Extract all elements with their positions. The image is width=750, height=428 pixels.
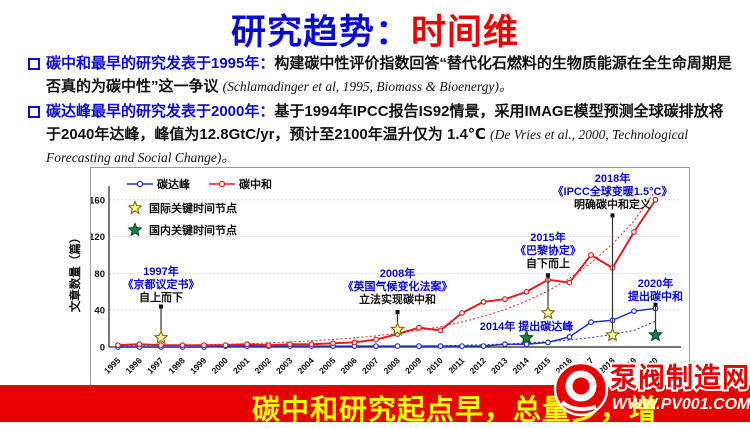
svg-text:《京都议定书》: 《京都议定书》: [123, 277, 200, 291]
svg-text:2001: 2001: [231, 355, 252, 376]
svg-text:2004: 2004: [295, 355, 316, 376]
svg-text:1999: 1999: [188, 355, 209, 376]
bullet-1-body: 构建碳中性评价指数回答“替代化石燃料的生物质能源在全生命周期是否真的为碳中性”这…: [46, 55, 732, 95]
svg-text:2008: 2008: [381, 355, 402, 376]
svg-text:40: 40: [94, 306, 105, 317]
bullet-square-icon: [28, 106, 40, 118]
svg-text:立法实现碳中和: 立法实现碳中和: [359, 292, 436, 306]
svg-text:《巴黎协定》: 《巴黎协定》: [515, 243, 581, 257]
publications-trend-chart: 0 40 80 120 160 1995 1996 1997 1998 1999 2000 2001 2…: [89, 167, 690, 387]
svg-text:2013: 2013: [489, 355, 510, 376]
svg-text:1997年: 1997年: [143, 264, 178, 278]
svg-text:2014: 2014: [510, 355, 531, 376]
bullet-item-2: 碳达峰最早的研究发表于2000年：基于1994年IPCC报告IS92情景，采用I…: [28, 100, 736, 169]
svg-text:国内关键时间节点: 国内关键时间节点: [149, 223, 237, 237]
svg-text:120: 120: [91, 232, 105, 243]
annotation-2018: 2018年《IPCC全球变暖1.5°C》明确碳中和定义: [553, 171, 673, 342]
svg-text:2000: 2000: [209, 355, 230, 376]
svg-text:1997: 1997: [145, 355, 166, 376]
bullet-square-icon: [28, 58, 40, 70]
svg-text:《IPCC全球变暖1.5°C》: 《IPCC全球变暖1.5°C》: [553, 184, 673, 198]
bullet-2-body: 基于1994年IPCC报告IS92情景，采用IMAGE模型预测全球碳排放将于20…: [46, 103, 724, 143]
svg-text:2003: 2003: [274, 355, 295, 376]
pump-icon: [553, 361, 609, 417]
svg-text:1996: 1996: [123, 355, 144, 376]
svg-text:碳中和: 碳中和: [239, 177, 272, 191]
svg-text:2002: 2002: [252, 355, 273, 376]
page-title: 研究趋势：时间维: [0, 4, 750, 55]
svg-text:0: 0: [100, 343, 105, 354]
page-title-part1: 研究趋势：: [230, 13, 411, 52]
logo-name: 泵阀制造网: [610, 363, 750, 393]
page-title-part2: 时间维: [411, 13, 520, 52]
svg-text:2020年: 2020年: [638, 276, 673, 290]
svg-text:2009: 2009: [403, 355, 424, 376]
svg-text:提出碳中和: 提出碳中和: [628, 289, 683, 303]
bullet-2-heading: 碳达峰最早的研究发表于2000年：: [46, 103, 275, 120]
svg-text:2014年 提出碳达峰: 2014年 提出碳达峰: [480, 319, 575, 333]
svg-text:自下而上: 自下而上: [526, 256, 570, 270]
annotation-2015: 2015年《巴黎协定》自下而上: [515, 230, 581, 320]
svg-text:2010: 2010: [424, 355, 445, 376]
svg-text:2012: 2012: [467, 355, 488, 376]
annotation-2014: 2014年 提出碳达峰: [480, 319, 575, 345]
svg-text:2015年: 2015年: [530, 230, 565, 244]
bullet-2-citation: (De Vries et al., 2000, Technological Fo…: [46, 127, 689, 165]
svg-text:2005: 2005: [317, 355, 338, 376]
svg-text:明确碳中和定义: 明确碳中和定义: [574, 197, 652, 211]
svg-text:2008年: 2008年: [380, 266, 415, 280]
annotation-2008: 2008年《英国气候变化法案》立法实现碳中和: [343, 266, 453, 336]
svg-text:160: 160: [91, 195, 105, 206]
svg-text:《英国气候变化法案》: 《英国气候变化法案》: [343, 279, 453, 293]
svg-text:80: 80: [94, 269, 105, 280]
watermark-logo: 泵阀制造网 WWW.PV001.COM: [553, 361, 750, 417]
logo-url: WWW.PV001.COM: [612, 396, 750, 413]
svg-text:碳达峰: 碳达峰: [157, 177, 191, 191]
bullet-1-citation: (Schlamadinger et al, 1995, Biomass & Bi…: [222, 79, 513, 94]
svg-text:1998: 1998: [166, 355, 187, 376]
svg-text:自上而下: 自上而下: [139, 290, 183, 304]
svg-text:2018年: 2018年: [595, 171, 630, 185]
svg-text:国际关键时间节点: 国际关键时间节点: [149, 201, 237, 215]
svg-text:1995: 1995: [102, 355, 123, 376]
bullet-list: 碳中和最早的研究发表于1995年：构建碳中性评价指数回答“替代化石燃料的生物质能…: [28, 52, 736, 171]
svg-text:2011: 2011: [446, 355, 466, 375]
y-axis-title: 文章数量（篇）: [70, 231, 82, 313]
svg-text:2007: 2007: [360, 355, 381, 376]
annotation-1997: 1997年《京都议定书》自上而下: [123, 264, 200, 345]
bullet-1-heading: 碳中和最早的研究发表于1995年：: [46, 55, 275, 72]
svg-text:2015: 2015: [532, 355, 553, 376]
bullet-item-1: 碳中和最早的研究发表于1995年：构建碳中性评价指数回答“替代化石燃料的生物质能…: [28, 52, 736, 98]
svg-text:2006: 2006: [338, 355, 359, 376]
